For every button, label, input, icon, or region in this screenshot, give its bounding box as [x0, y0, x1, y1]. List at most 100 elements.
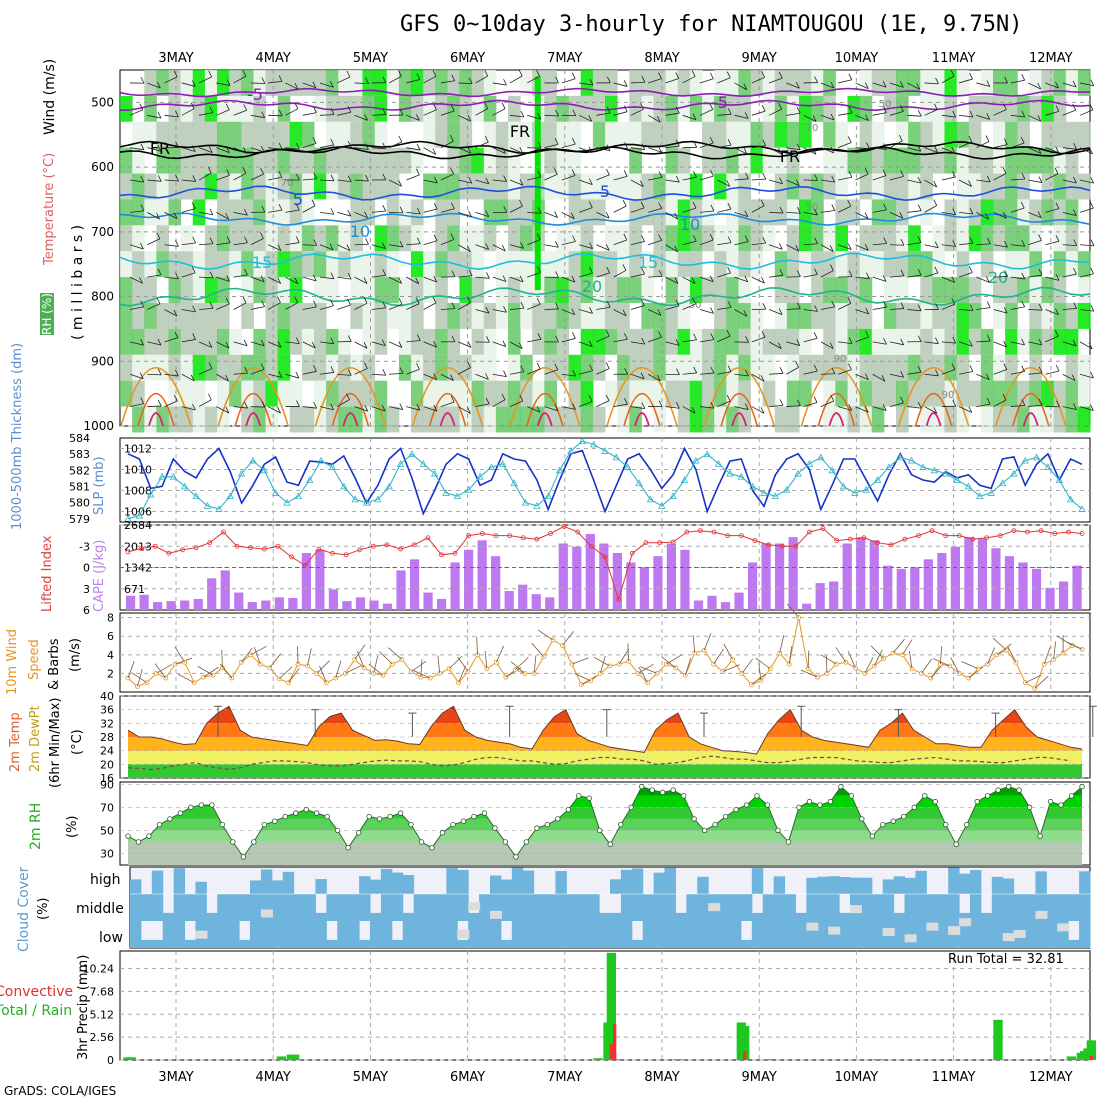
wind-barb [527, 368, 541, 375]
wind-barb [406, 174, 420, 181]
lifted-point [834, 538, 840, 543]
wind-barb [682, 176, 697, 181]
rh-shade-cell [1053, 380, 1067, 407]
rh-shade-cell [738, 147, 751, 174]
rh-shade-cell [532, 303, 545, 329]
cloud-cell [697, 921, 709, 948]
rh-shade-cell [544, 121, 557, 148]
wind-barb-flag [192, 403, 196, 411]
wind-barb [596, 272, 610, 278]
wind-barb [337, 111, 352, 116]
wind-barb-flag [606, 266, 611, 274]
wind10-barb [221, 649, 223, 668]
wind-barb [1062, 147, 1077, 150]
wind-barb [389, 372, 404, 375]
rh-shade-cell [168, 95, 182, 122]
rh-shade-cell [301, 354, 315, 381]
wind10-barb [254, 646, 261, 665]
rh-shade-cell [896, 225, 909, 252]
rh-shade-cell [1053, 95, 1067, 122]
cloud-cell [686, 921, 698, 948]
wind10-barb [368, 663, 384, 676]
rh-shade-cell [568, 380, 582, 407]
hottest-contour [731, 412, 748, 427]
wind-barb [665, 276, 679, 284]
rh-shade-cell [241, 173, 254, 200]
wind-barb-flag [588, 201, 593, 208]
rh-shade-cell [980, 70, 994, 96]
wind-barb-flag [382, 204, 387, 212]
wind-barb [285, 147, 300, 150]
rh2m-point [198, 802, 205, 808]
rh-shade-cell [265, 121, 279, 148]
lifted-point [248, 545, 254, 551]
temperature-contour-label: 20 [988, 268, 1008, 287]
rh-shade-cell [811, 225, 824, 252]
rh-shade-cell [799, 251, 812, 278]
wind-barb [388, 276, 402, 284]
thickness-point [215, 505, 223, 512]
cloud-high-label: high [90, 872, 121, 888]
rh-shade-cell [217, 173, 230, 200]
cloud-cell [457, 869, 469, 894]
wind-barb [457, 406, 471, 414]
cloud-cell [806, 877, 818, 894]
wind-barb-flag [726, 71, 731, 78]
wind-barb-flag [555, 76, 559, 84]
cloud-cell [173, 894, 186, 921]
lifted-point [166, 550, 172, 556]
rh-shade-cell [641, 173, 654, 200]
clear-patch [1002, 933, 1015, 942]
cape-bar [693, 600, 704, 610]
wind10-barb [870, 645, 884, 659]
wind-barb [561, 338, 576, 343]
wind-barb-flag [1090, 267, 1094, 274]
cloud-cell [424, 894, 436, 921]
wind-barb-flag [277, 244, 282, 251]
wind-barb [924, 179, 937, 188]
wind-barb-flag [796, 107, 801, 114]
wind-barb-flag [848, 337, 853, 344]
wind-barb-flag [1072, 103, 1077, 111]
lifted-point [956, 533, 962, 539]
wind-barb [751, 336, 766, 343]
wind-barb [406, 114, 420, 121]
wind10-barb [269, 653, 281, 669]
rh-shade-cell [1041, 328, 1055, 355]
wind-barb [216, 303, 230, 310]
wind-barb-flag [261, 300, 265, 307]
wind-barb [423, 373, 437, 380]
wind10-tick-label: 4 [107, 649, 114, 662]
wind-barb-flag [777, 342, 782, 349]
wind-barb [976, 179, 991, 183]
wind-barb-flag [727, 301, 732, 308]
cloud-cell [315, 879, 327, 894]
wind-barb [613, 111, 628, 116]
rh-shade-cell [920, 251, 933, 278]
date-label-bottom: 11MAY [932, 1070, 976, 1085]
wind-barb [181, 309, 196, 313]
wind-barb [492, 341, 507, 348]
wind10-barb [892, 638, 905, 654]
wind-barb-flag [727, 365, 732, 372]
rh-shade-cell [435, 354, 448, 381]
cloud-cell [533, 921, 546, 948]
wind-barb [544, 114, 559, 117]
wind-barb [717, 371, 732, 375]
lifted-point [193, 545, 199, 551]
rh-shade-cell [120, 354, 133, 381]
wind-barb-flag [175, 369, 179, 377]
rh-shade-cell [980, 173, 994, 200]
rh2m-point [701, 827, 708, 834]
rh-shade-cell [617, 328, 630, 355]
thickness-point [1044, 463, 1052, 470]
rh-shade-cell [726, 147, 739, 174]
wind-barb [1045, 335, 1059, 343]
wind-barb [509, 114, 524, 118]
wind-barb [734, 373, 749, 377]
wind-barb-flag [813, 332, 818, 339]
cloud-cell [359, 894, 371, 921]
rh-shade-cell [120, 173, 133, 200]
wind-barb [1062, 179, 1077, 184]
rh-shade-cell [386, 225, 400, 252]
